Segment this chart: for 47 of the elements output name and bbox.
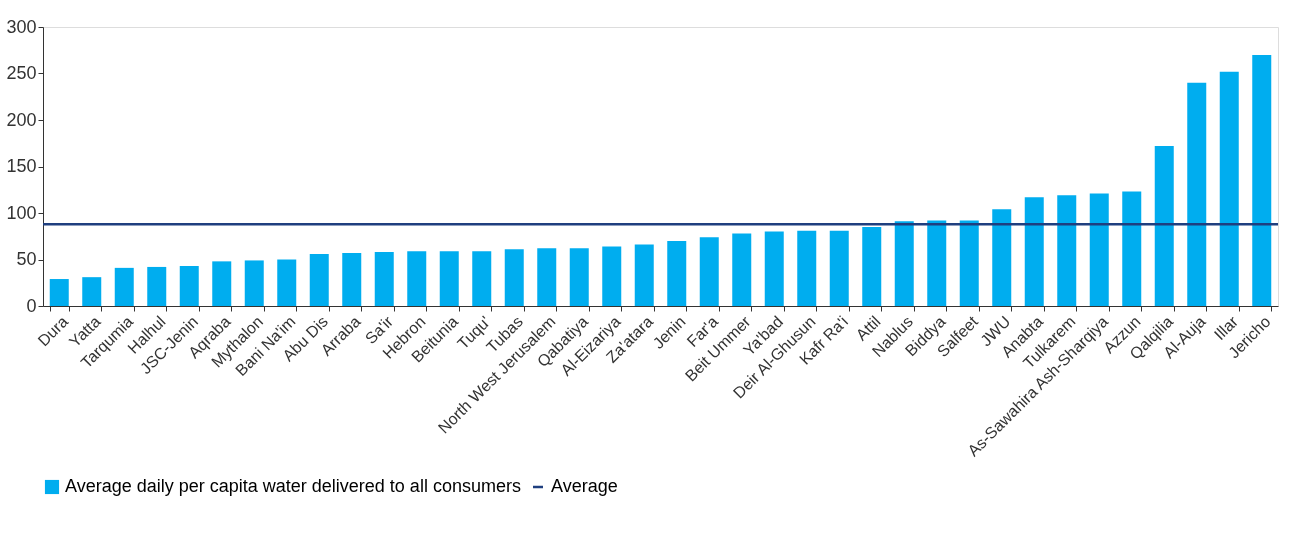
bar [309,253,329,306]
bar [244,260,264,306]
bar [1089,193,1109,306]
bar [667,240,687,306]
legend-label: Average [551,476,618,496]
bar [602,246,622,306]
bar [439,251,459,306]
y-tick-label: 50 [16,249,37,269]
y-tick-label: 200 [6,109,37,130]
bar [277,259,297,306]
bar [699,237,719,306]
bar [1219,71,1239,306]
bar [1024,197,1044,306]
bar [212,261,232,306]
y-tick-label: 100 [6,202,37,223]
y-tick-label: 150 [6,156,37,176]
bar [732,233,752,306]
bar [114,267,134,306]
bar [927,220,947,306]
legend-label: Average daily per capita water delivered to all consumers [65,476,521,496]
bar [407,251,427,306]
y-tick-label: 0 [26,295,37,316]
y-tick-label: 250 [6,63,37,83]
bar [49,279,69,306]
bar [374,252,394,306]
bar [569,248,589,306]
bar [764,231,784,306]
bar [829,230,849,306]
bar [894,221,914,306]
bar [472,251,492,306]
bar [797,230,817,306]
bar [504,249,524,306]
bar [1057,195,1077,306]
bar [147,266,167,306]
bar [862,226,882,306]
bar [1187,82,1207,306]
bar [1122,191,1142,306]
bar [992,209,1012,306]
bar [82,277,102,306]
bar [634,244,654,306]
bar [342,252,362,306]
bar [959,220,979,306]
bar [537,248,557,306]
bar [1154,146,1174,306]
bar [179,266,199,306]
y-tick-label: 300 [6,16,37,37]
bar [1252,54,1272,306]
